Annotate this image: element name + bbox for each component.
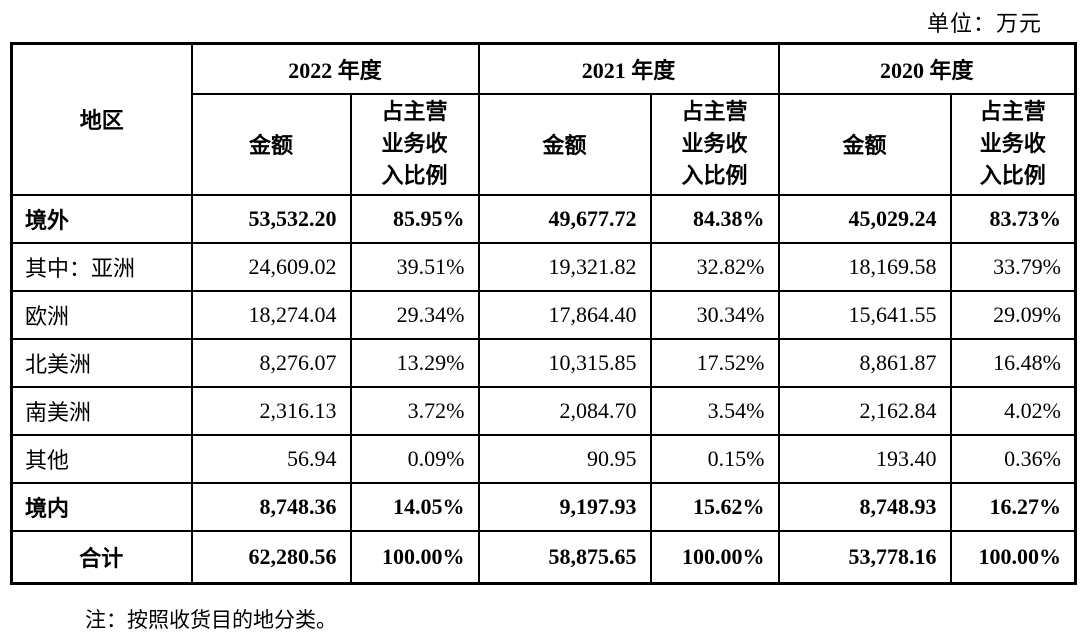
table-row: 欧洲 18,274.04 29.34% 17,864.40 30.34% 15,641.5… [10,289,1077,340]
table-row: 其中：亚洲 24,609.02 39.51% 19,321.82 32.82% 18,16… [10,241,1077,292]
amount-header-2021: 金额 [477,92,652,196]
ratio-header-2021: 占主营 业务收 入比例 [649,92,780,196]
region-cell: 北美洲 [10,337,193,388]
table-row: 合计 62,280.56 100.00% 58,875.65 100.00% 53,778… [10,529,1077,585]
table-row: 境外 53,532.20 85.95% 49,677.72 84.38% 45,029.2… [10,193,1077,244]
amount-cell: 90.95 [477,433,652,484]
amount-cell: 8,748.36 [190,481,352,532]
ratio-cell: 39.51% [349,241,480,292]
ratio-cell: 15.62% [649,481,780,532]
ratio-cell: 4.02% [949,385,1077,436]
ratio-cell: 3.54% [649,385,780,436]
region-cell: 境内 [10,481,193,532]
ratio-cell: 100.00% [649,529,780,585]
table-row: 南美洲 2,316.13 3.72% 2,084.70 3.54% 2,162.84 4.0… [10,385,1077,436]
year-header-row: 地区 2022 年度 2021 年度 2020 年度 [10,42,1077,196]
region-cell: 境外 [10,193,193,244]
amount-cell: 17,864.40 [477,289,652,340]
amount-cell: 2,162.84 [777,385,952,436]
subheader-row: 金额 占主营 业务收 入比例 金额 占主营 业务收 入比例 金额 占主营 业务收… [12,92,1077,196]
region-cell: 南美洲 [10,385,193,436]
ratio-header-2022: 占主营 业务收 入比例 [349,92,480,196]
ratio-cell: 13.29% [349,337,480,388]
unit-label: 单位：万元 [926,11,1042,36]
ratio-cell: 30.34% [649,289,780,340]
ratio-header-2020: 占主营 业务收 入比例 [949,92,1077,196]
table-row: 北美洲 8,276.07 13.29% 10,315.85 17.52% 8,861.87… [10,337,1077,388]
amount-cell: 58,875.65 [477,529,652,585]
amount-cell: 2,084.70 [477,385,652,436]
region-cell: 合计 [10,529,193,585]
ratio-cell: 16.48% [949,337,1077,388]
ratio-cell: 100.00% [349,529,480,585]
amount-cell: 8,276.07 [190,337,352,388]
ratio-cell: 0.15% [649,433,780,484]
ratio-cell: 0.36% [949,433,1077,484]
amount-cell: 8,748.93 [777,481,952,532]
amount-cell: 19,321.82 [477,241,652,292]
amount-cell: 18,169.58 [777,241,952,292]
table-row: 境内 8,748.36 14.05% 9,197.93 15.62% 8,748.93 16… [10,481,1077,532]
amount-cell: 15,641.55 [777,289,952,340]
ratio-cell: 29.34% [349,289,480,340]
year-header-2021: 2021 年度 [477,42,780,95]
ratio-cell: 29.09% [949,289,1077,340]
amount-cell: 2,316.13 [190,385,352,436]
ratio-cell: 0.09% [349,433,480,484]
ratio-cell: 17.52% [649,337,780,388]
footnote: 注：按照收货目的地分类。 [85,608,337,632]
amount-cell: 18,274.04 [190,289,352,340]
ratio-cell: 33.79% [949,241,1077,292]
region-cell: 欧洲 [10,289,193,340]
amount-cell: 62,280.56 [190,529,352,585]
ratio-cell: 16.27% [949,481,1077,532]
amount-cell: 8,861.87 [777,337,952,388]
amount-header-2020: 金额 [777,92,952,196]
region-column-header: 地区 [10,42,193,196]
ratio-cell: 85.95% [349,193,480,244]
region-cell: 其中：亚洲 [10,241,193,292]
year-header-2020: 2020 年度 [777,42,1077,95]
amount-cell: 53,532.20 [190,193,352,244]
amount-header-2022: 金额 [190,92,352,196]
ratio-cell: 32.82% [649,241,780,292]
ratio-cell: 83.73% [949,193,1077,244]
region-cell: 其他 [10,433,193,484]
amount-cell: 56.94 [190,433,352,484]
amount-cell: 10,315.85 [477,337,652,388]
ratio-cell: 100.00% [949,529,1077,585]
amount-cell: 9,197.93 [477,481,652,532]
year-header-2022: 2022 年度 [190,42,480,95]
amount-cell: 49,677.72 [477,193,652,244]
amount-cell: 53,778.16 [777,529,952,585]
ratio-cell: 14.05% [349,481,480,532]
ratio-cell: 84.38% [649,193,780,244]
ratio-cell: 3.72% [349,385,480,436]
amount-cell: 45,029.24 [777,193,952,244]
amount-cell: 193.40 [777,433,952,484]
revenue-by-region-table: 地区 2022 年度 2021 年度 2020 年度 金额 占主营 业务收 入比… [10,42,1077,585]
amount-cell: 24,609.02 [190,241,352,292]
table-row: 其他 56.94 0.09% 90.95 0.15% 193.40 0.36% [10,433,1077,484]
